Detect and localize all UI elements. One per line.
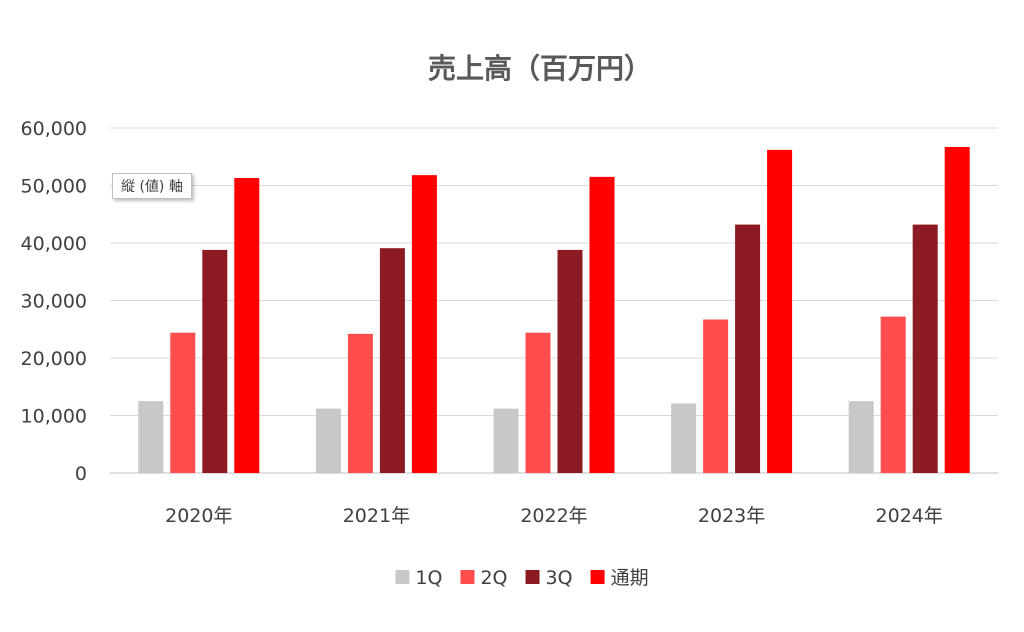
bar-通期-2020年 <box>234 178 260 473</box>
legend-item: 3Q <box>525 567 573 589</box>
legend-swatch <box>590 570 605 584</box>
y-tick-label: 60,000 <box>21 118 87 140</box>
bar-3Q-2023年 <box>735 224 761 473</box>
bar-1Q-2020年 <box>138 401 164 473</box>
y-tick-label: 0 <box>75 463 87 485</box>
legend-label: 2Q <box>480 567 507 589</box>
x-tick-label: 2024年 <box>876 505 943 527</box>
y-tick-label: 20,000 <box>21 348 87 370</box>
y-tick-label: 10,000 <box>21 406 87 428</box>
x-tick-label: 2023年 <box>698 505 765 527</box>
x-tick-label: 2022年 <box>520 505 587 527</box>
legend-item: 通期 <box>590 567 649 589</box>
legend-swatch <box>460 570 475 584</box>
bar-3Q-2022年 <box>557 249 583 473</box>
legend-item: 1Q <box>395 567 442 589</box>
bar-3Q-2021年 <box>379 248 405 473</box>
y-tick-label: 30,000 <box>21 291 87 313</box>
bar-通期-2024年 <box>944 146 970 473</box>
y-tick-label: 40,000 <box>21 233 87 255</box>
axis-tooltip: 縦 (値) 軸 <box>112 173 192 199</box>
bar-3Q-2020年 <box>202 249 228 473</box>
y-axis-ticks: 0 10,000 20,000 30,000 40,000 50,000 60,000 <box>21 118 87 485</box>
legend: 1Q 2Q 3Q 通期 <box>395 567 649 589</box>
x-tick-label: 2021年 <box>343 505 410 527</box>
legend-item: 2Q <box>460 567 508 589</box>
bar-3Q-2024年 <box>912 224 938 473</box>
bar-1Q-2022年 <box>493 408 519 473</box>
bar-2Q-2020年 <box>170 332 196 473</box>
bar-2Q-2021年 <box>347 333 373 473</box>
legend-label: 通期 <box>611 567 649 589</box>
bar-通期-2021年 <box>411 175 437 473</box>
y-tick-label: 50,000 <box>21 176 87 198</box>
legend-swatch <box>395 570 410 584</box>
bar-通期-2023年 <box>767 149 793 473</box>
chart-title: 売上高（百万円） <box>428 52 652 85</box>
legend-label: 3Q <box>546 567 573 589</box>
bar-1Q-2023年 <box>671 403 697 473</box>
legend-label: 1Q <box>415 567 442 589</box>
legend-swatch <box>525 570 540 584</box>
bar-2Q-2024年 <box>880 316 906 473</box>
bar-2Q-2022年 <box>525 332 551 473</box>
x-axis-ticks: 2020年 2021年 2022年 2023年 2024年 <box>165 505 943 527</box>
bar-通期-2022年 <box>589 176 615 473</box>
bar-1Q-2024年 <box>848 401 874 473</box>
bar-1Q-2021年 <box>315 408 341 473</box>
x-tick-label: 2020年 <box>165 505 232 527</box>
bars <box>138 146 970 473</box>
bar-2Q-2023年 <box>703 319 729 473</box>
